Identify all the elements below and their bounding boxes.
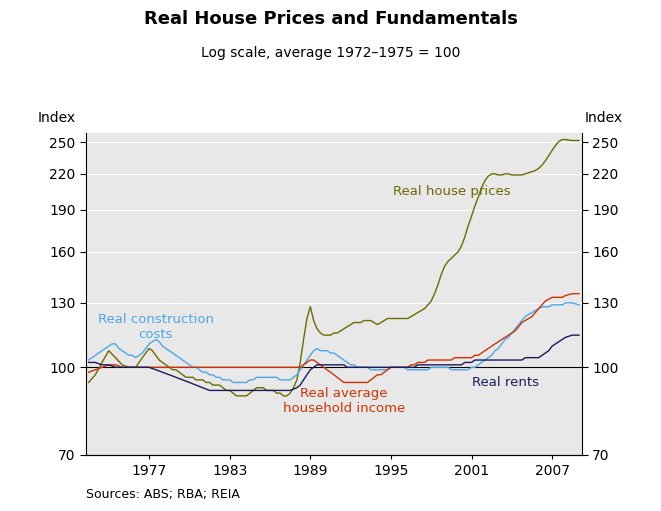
Text: Index: Index — [585, 111, 623, 125]
Text: Real House Prices and Fundamentals: Real House Prices and Fundamentals — [143, 10, 518, 28]
Text: Real rents: Real rents — [471, 376, 539, 389]
Text: Index: Index — [38, 111, 76, 125]
Text: Real average
household income: Real average household income — [283, 387, 405, 415]
Text: Real construction
costs: Real construction costs — [98, 313, 214, 341]
Text: Real house prices: Real house prices — [393, 184, 510, 198]
Text: Sources: ABS; RBA; REIA: Sources: ABS; RBA; REIA — [86, 488, 240, 501]
Text: Log scale, average 1972–1975 = 100: Log scale, average 1972–1975 = 100 — [201, 46, 460, 60]
